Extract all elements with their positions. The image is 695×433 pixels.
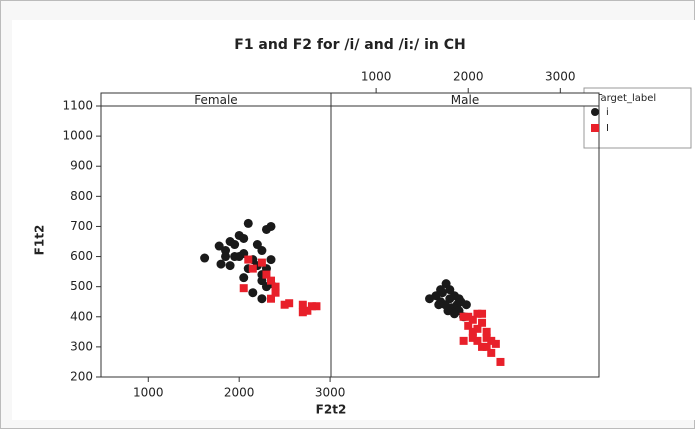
data-point: [307, 302, 316, 311]
data-point: [285, 299, 294, 308]
y-tick-label: 1000: [62, 129, 93, 143]
data-point: [280, 300, 289, 309]
legend-marker: [591, 108, 599, 116]
data-point: [449, 309, 459, 319]
data-point: [482, 342, 491, 351]
data-point: [496, 357, 505, 366]
y-tick-label: 700: [70, 219, 93, 233]
x-tick-label: 1000: [361, 70, 392, 84]
data-point: [487, 336, 496, 345]
data-point: [461, 300, 471, 310]
data-point: [473, 336, 482, 345]
data-point: [257, 294, 267, 304]
data-point: [454, 294, 464, 304]
data-point: [225, 261, 235, 271]
data-point: [244, 255, 253, 264]
legend-label: i: [606, 107, 609, 118]
data-point: [468, 327, 477, 336]
data-point: [257, 246, 267, 256]
data-point: [243, 218, 253, 228]
data-point: [248, 288, 258, 298]
data-point: [312, 302, 321, 311]
data-point: [478, 342, 487, 351]
data-point: [271, 282, 280, 291]
x-tick-label: 1000: [133, 386, 164, 400]
data-point: [464, 321, 473, 330]
data-point: [266, 221, 276, 231]
data-point: [473, 309, 482, 318]
data-point: [482, 327, 491, 336]
data-point: [266, 255, 276, 265]
panel-label: Male: [451, 93, 479, 107]
data-point: [267, 276, 275, 285]
data-point: [257, 258, 266, 267]
x-tick-label: 3000: [545, 70, 576, 84]
data-point: [459, 312, 468, 321]
data-point: [234, 252, 244, 262]
panel-label: Female: [194, 93, 237, 107]
data-point: [230, 240, 240, 250]
chart-title: F1 and F2 for /i/ and /i:/ in CH: [234, 37, 466, 53]
y-tick-label: 500: [70, 279, 93, 293]
y-tick-label: 300: [70, 339, 93, 353]
data-point: [478, 318, 487, 327]
y-tick-label: 900: [70, 159, 93, 173]
data-point: [468, 333, 477, 342]
data-point: [436, 285, 446, 295]
data-point: [239, 284, 248, 293]
y-tick-label: 800: [70, 189, 93, 203]
data-point: [248, 264, 257, 273]
data-point: [239, 273, 249, 283]
data-point: [445, 285, 455, 295]
data-point: [459, 336, 468, 345]
legend: [583, 87, 692, 149]
data-point: [473, 324, 482, 333]
data-point: [303, 306, 312, 315]
legend-title: Target_label: [595, 93, 656, 104]
x-tick-label: 3000: [315, 386, 346, 400]
legend-label: I: [606, 123, 609, 134]
data-point: [464, 312, 473, 321]
data-point: [214, 241, 224, 251]
data-point: [271, 288, 280, 297]
y-tick-label: 200: [70, 370, 93, 384]
data-point: [434, 300, 444, 310]
y-axis-label: F1t2: [33, 225, 47, 256]
data-point: [491, 339, 500, 348]
x-tick-label: 2000: [453, 70, 484, 84]
data-point: [298, 300, 307, 309]
data-point: [221, 252, 231, 262]
data-point: [262, 270, 271, 279]
data-point: [200, 253, 210, 263]
data-point: [216, 259, 226, 269]
data-point: [482, 333, 491, 342]
x-tick-label: 2000: [224, 386, 255, 400]
data-point: [478, 309, 487, 318]
data-point: [239, 233, 249, 243]
data-point: [487, 348, 496, 357]
data-point: [267, 294, 275, 303]
y-tick-label: 1100: [62, 99, 93, 113]
data-point: [298, 308, 307, 317]
plot-background: [12, 20, 695, 420]
y-tick-label: 400: [70, 309, 93, 323]
legend-marker: [591, 124, 599, 132]
panel-strip: [330, 92, 600, 107]
x-axis-label: F2t2: [316, 403, 347, 417]
data-point: [468, 315, 477, 324]
y-tick-label: 600: [70, 249, 93, 263]
